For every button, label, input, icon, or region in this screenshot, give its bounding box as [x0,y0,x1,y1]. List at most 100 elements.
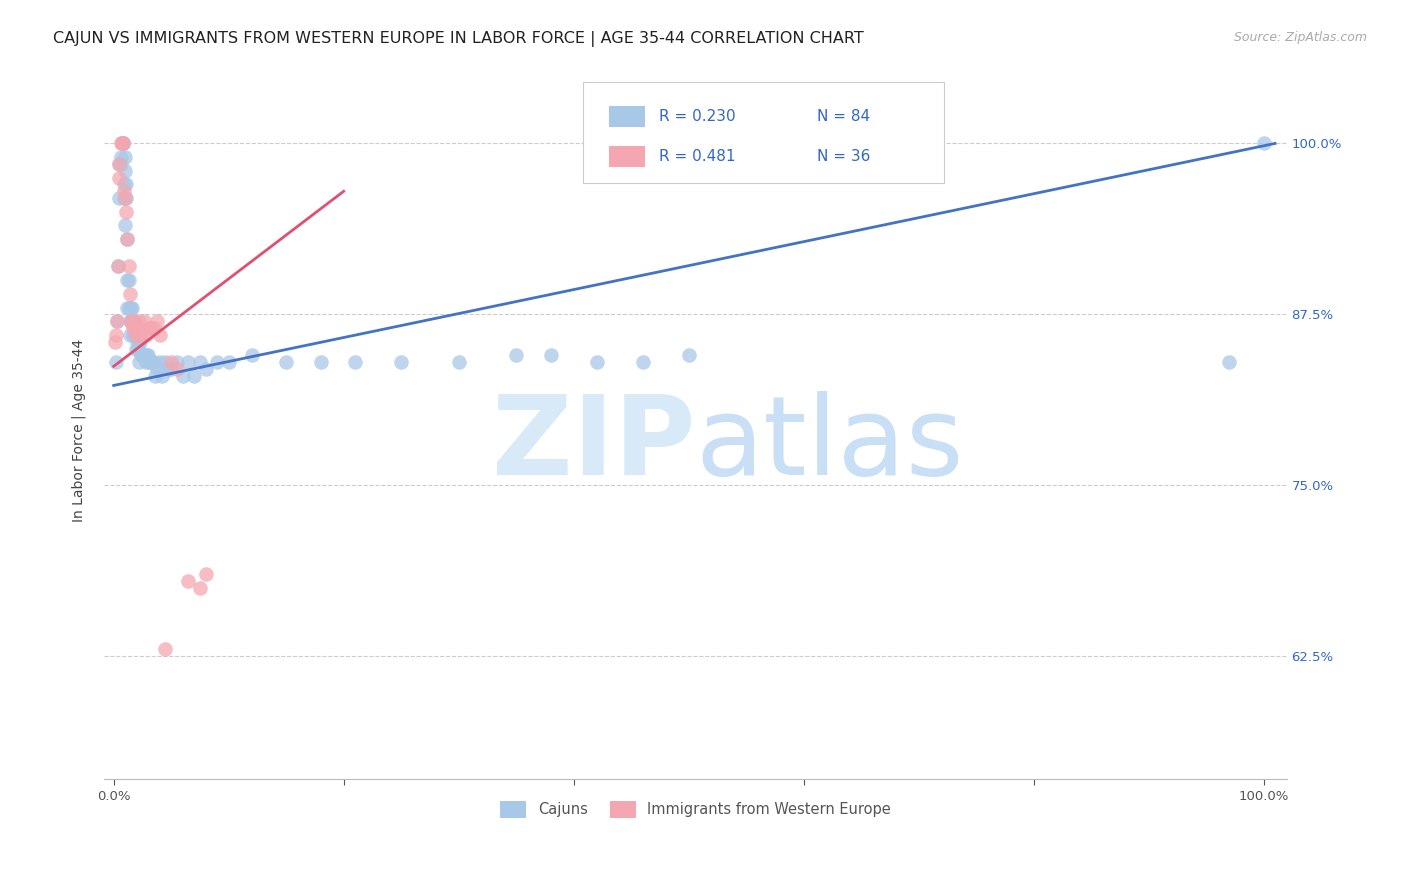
Cajuns [117,273,139,287]
Immigrants from Western Europe [160,355,183,369]
Immigrants from Western Europe [124,327,146,342]
Cajuns [131,348,153,362]
Immigrants from Western Europe [110,136,132,151]
Immigrants from Western Europe [120,314,142,328]
Cajuns [135,355,157,369]
Immigrants from Western Europe [177,574,200,588]
Immigrants from Western Europe [136,321,159,335]
Cajuns [121,301,143,315]
Cajuns [1253,136,1275,151]
Immigrants from Western Europe [132,314,155,328]
Immigrants from Western Europe [108,157,131,171]
Cajuns [117,273,139,287]
Cajuns [205,355,228,369]
Cajuns [117,301,139,315]
Cajuns [105,314,128,328]
Cajuns [111,136,134,151]
Text: N = 84: N = 84 [817,109,870,124]
Immigrants from Western Europe [114,191,136,205]
Legend: Cajuns, Immigrants from Western Europe: Cajuns, Immigrants from Western Europe [494,795,897,824]
Cajuns [125,334,148,349]
Immigrants from Western Europe [111,136,134,151]
Cajuns [155,355,177,369]
Immigrants from Western Europe [139,321,162,335]
Cajuns [141,355,163,369]
Cajuns [276,355,298,369]
Cajuns [124,314,146,328]
Cajuns [104,355,127,369]
Cajuns [115,178,138,192]
Cajuns [111,136,134,151]
Cajuns [585,355,607,369]
Cajuns [344,355,367,369]
Cajuns [128,334,150,349]
Cajuns [124,342,146,356]
Cajuns [194,362,217,376]
Cajuns [120,314,142,328]
Immigrants from Western Europe [194,567,217,582]
Cajuns [120,314,142,328]
Immigrants from Western Europe [115,204,138,219]
Cajuns [149,355,172,369]
Cajuns [183,368,205,383]
Y-axis label: In Labor Force | Age 35-44: In Labor Force | Age 35-44 [72,339,86,522]
Cajuns [114,191,136,205]
Cajuns [108,157,131,171]
Cajuns [188,355,211,369]
Cajuns [157,362,180,376]
Immigrants from Western Europe [135,327,157,342]
Cajuns [122,314,145,328]
Text: ZIP: ZIP [492,391,696,498]
Bar [609,106,645,128]
Cajuns [110,157,132,171]
Cajuns [505,348,527,362]
Cajuns [124,327,146,342]
Immigrants from Western Europe [122,321,145,335]
Cajuns [129,334,152,349]
Immigrants from Western Europe [111,136,134,151]
Cajuns [125,327,148,342]
Immigrants from Western Europe [124,321,146,335]
Immigrants from Western Europe [104,334,127,349]
Immigrants from Western Europe [107,260,129,274]
Immigrants from Western Europe [105,314,128,328]
Cajuns [111,136,134,151]
Immigrants from Western Europe [128,314,150,328]
Cajuns [127,327,149,342]
Cajuns [631,355,654,369]
Text: atlas: atlas [696,391,965,498]
Cajuns [1218,355,1240,369]
Text: R = 0.481: R = 0.481 [659,149,735,164]
Cajuns [134,348,156,362]
Immigrants from Western Europe [112,184,135,198]
Cajuns [121,314,143,328]
Cajuns [136,348,159,362]
Cajuns [138,355,160,369]
Immigrants from Western Europe [188,581,211,595]
Cajuns [114,219,136,233]
Cajuns [678,348,700,362]
Cajuns [166,355,188,369]
Cajuns [146,362,169,376]
Immigrants from Western Europe [117,260,139,274]
Cajuns [117,232,139,246]
Cajuns [115,191,138,205]
Immigrants from Western Europe [129,327,152,342]
Cajuns [114,163,136,178]
Cajuns [127,342,149,356]
Immigrants from Western Europe [117,232,139,246]
Text: CAJUN VS IMMIGRANTS FROM WESTERN EUROPE IN LABOR FORCE | AGE 35-44 CORRELATION C: CAJUN VS IMMIGRANTS FROM WESTERN EUROPE … [53,31,865,47]
Immigrants from Western Europe [155,642,177,657]
Immigrants from Western Europe [125,327,148,342]
Cajuns [124,327,146,342]
Cajuns [139,355,162,369]
Cajuns [218,355,240,369]
FancyBboxPatch shape [583,82,943,183]
Immigrants from Western Europe [166,362,188,376]
Bar [609,146,645,168]
Cajuns [447,355,470,369]
Cajuns [136,348,159,362]
Cajuns [540,348,562,362]
Cajuns [111,136,134,151]
Immigrants from Western Europe [118,286,141,301]
